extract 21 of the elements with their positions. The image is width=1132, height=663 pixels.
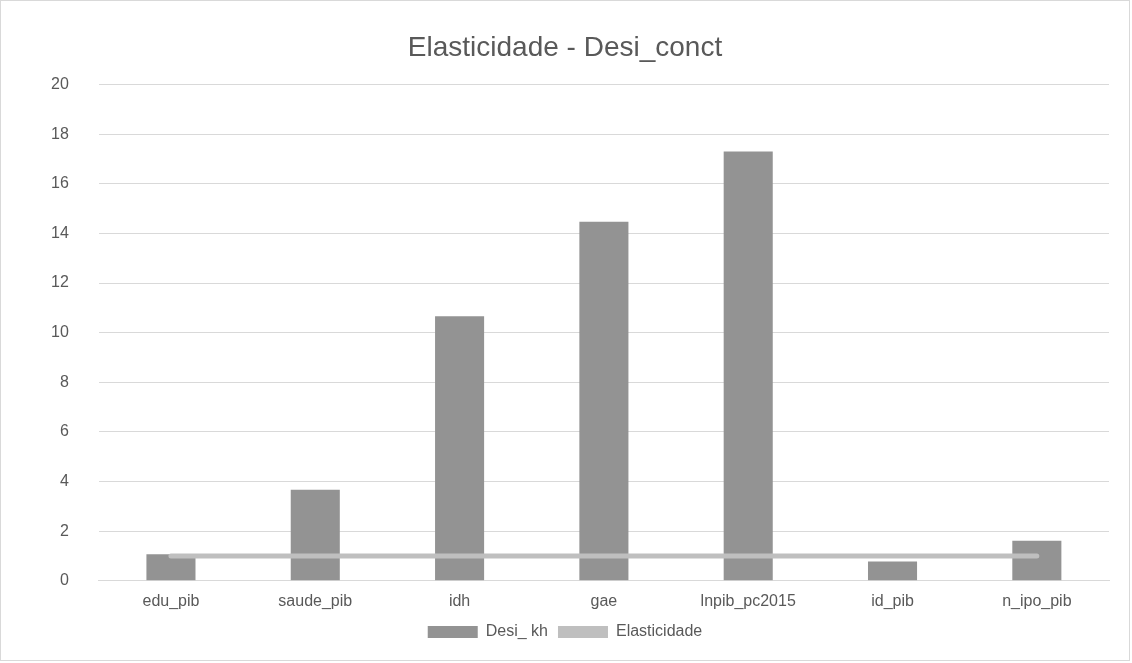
y-tick-label: 12 xyxy=(51,273,69,291)
y-tick-label: 18 xyxy=(51,124,69,142)
y-tick-label: 16 xyxy=(51,174,69,192)
y-tick-label: 8 xyxy=(59,372,69,390)
x-tick-label: saude_pib xyxy=(278,591,353,610)
y-tick-label: 10 xyxy=(51,323,69,341)
y-tick-label: 0 xyxy=(59,571,69,589)
y-tick-label: 4 xyxy=(59,471,69,489)
x-tick-label: gae xyxy=(590,591,618,609)
x-tick-label: id_pib xyxy=(871,591,914,610)
legend-label: Desi_ kh xyxy=(485,622,548,641)
x-tick-label: n_ipo_pib xyxy=(1002,591,1072,610)
x-tick-label: lnpib_pc2015 xyxy=(700,591,796,610)
x-tick-label: idh xyxy=(448,591,471,609)
y-tick-label: 2 xyxy=(59,521,69,539)
y-tick-label: 6 xyxy=(59,422,69,440)
x-tick-label: edu_pib xyxy=(142,591,200,610)
y-tick-label: 20 xyxy=(51,75,69,93)
legend-label: Elasticidade xyxy=(615,622,703,640)
chart-title: Elasticidade - Desi_conct xyxy=(407,30,723,62)
y-tick-label: 14 xyxy=(51,223,69,241)
